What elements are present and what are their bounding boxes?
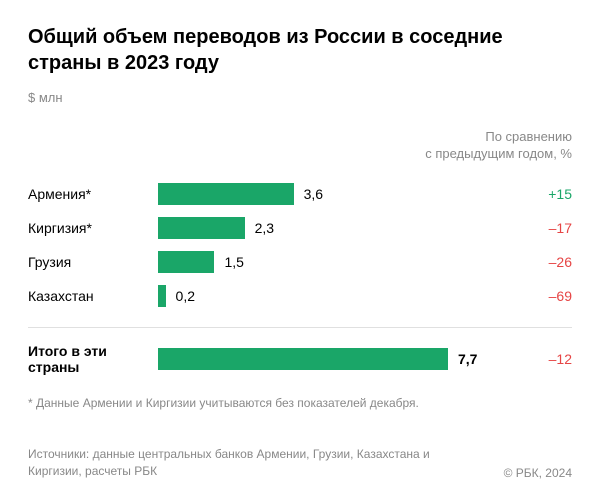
bar-zone: 0,2 bbox=[158, 285, 520, 307]
divider bbox=[28, 327, 572, 328]
chart-title: Общий объем переводов из России в соседн… bbox=[28, 24, 572, 76]
bar-zone: 2,3 bbox=[158, 217, 520, 239]
sources-text: Источники: данные центральных банков Арм… bbox=[28, 446, 448, 480]
bar-value: 3,6 bbox=[304, 186, 323, 202]
bar bbox=[158, 285, 166, 307]
change-value: –69 bbox=[520, 288, 572, 304]
data-row: Казахстан 0,2 –69 bbox=[28, 279, 572, 313]
footnote: * Данные Армении и Киргизии учитываются … bbox=[28, 396, 572, 410]
row-label: Киргизия* bbox=[28, 220, 158, 236]
bar bbox=[158, 217, 245, 239]
bar bbox=[158, 251, 214, 273]
bar-value: 1,5 bbox=[224, 254, 243, 270]
bar-zone: 1,5 bbox=[158, 251, 520, 273]
chart-total: Итого в эти страны 7,7 –12 bbox=[28, 342, 572, 376]
data-row: Армения* 3,6 +15 bbox=[28, 177, 572, 211]
copyright-text: © РБК, 2024 bbox=[504, 466, 572, 480]
total-row: Итого в эти страны 7,7 –12 bbox=[28, 342, 572, 376]
chart-area: Армения* 3,6 +15 Киргизия* 2,3 –17 Грузия 1,5 –2… bbox=[28, 177, 572, 313]
bar bbox=[158, 348, 448, 370]
bar-value: 0,2 bbox=[176, 288, 195, 304]
change-value: –17 bbox=[520, 220, 572, 236]
row-label: Итого в эти страны bbox=[28, 343, 158, 375]
data-row: Грузия 1,5 –26 bbox=[28, 245, 572, 279]
chart-subtitle: $ млн bbox=[28, 90, 572, 105]
bar-value: 7,7 bbox=[458, 351, 477, 367]
bar bbox=[158, 183, 294, 205]
comparison-header: По сравнениюс предыдущим годом, % bbox=[28, 129, 572, 163]
change-value: –12 bbox=[520, 351, 572, 367]
bar-zone: 3,6 bbox=[158, 183, 520, 205]
row-label: Грузия bbox=[28, 254, 158, 270]
row-label: Армения* bbox=[28, 186, 158, 202]
row-label: Казахстан bbox=[28, 288, 158, 304]
data-row: Киргизия* 2,3 –17 bbox=[28, 211, 572, 245]
bar-value: 2,3 bbox=[255, 220, 274, 236]
bar-zone: 7,7 bbox=[158, 348, 520, 370]
change-value: +15 bbox=[520, 186, 572, 202]
change-value: –26 bbox=[520, 254, 572, 270]
